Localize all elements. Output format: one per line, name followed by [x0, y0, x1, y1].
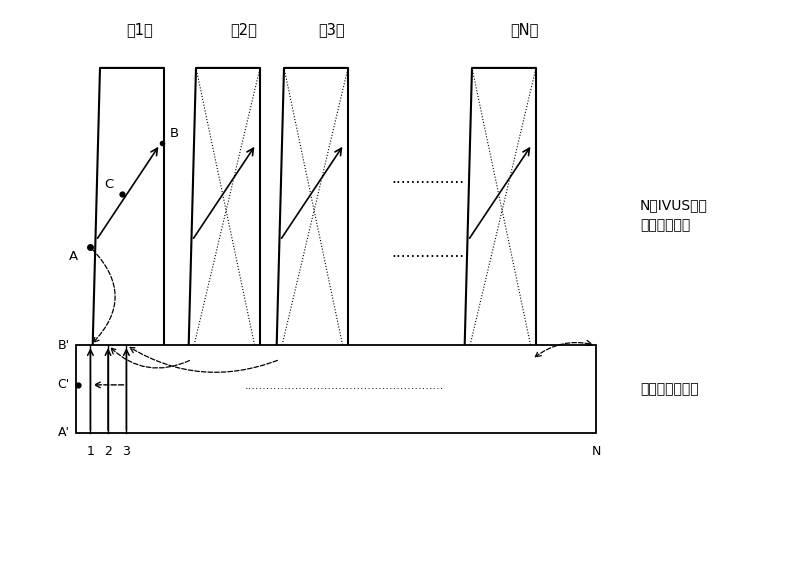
Text: A: A [70, 250, 78, 263]
Text: A': A' [58, 427, 70, 439]
Text: B: B [170, 127, 178, 140]
Text: 3: 3 [122, 445, 130, 458]
FancyArrowPatch shape [111, 348, 190, 368]
FancyArrowPatch shape [130, 348, 278, 372]
Text: ·······················································: ········································… [244, 384, 444, 395]
Text: 生成的长轴影像: 生成的长轴影像 [640, 382, 698, 396]
Text: C': C' [58, 379, 70, 391]
Bar [76, 345, 596, 433]
FancyArrowPatch shape [535, 340, 592, 357]
Text: 第1帧: 第1帧 [126, 22, 154, 37]
Text: B': B' [58, 339, 70, 351]
FancyArrowPatch shape [92, 250, 115, 342]
Text: 1: 1 [86, 445, 94, 458]
Text: 第3帧: 第3帧 [318, 22, 346, 37]
Text: C: C [104, 178, 114, 191]
Text: 第2帧: 第2帧 [230, 22, 258, 37]
Text: ···············: ··············· [391, 177, 465, 191]
Text: ···············: ··············· [391, 250, 465, 265]
Text: N帧IVUS影像
顺序对齐排列: N帧IVUS影像 顺序对齐排列 [640, 198, 708, 233]
Text: N: N [591, 445, 601, 458]
Text: 2: 2 [104, 445, 112, 458]
Text: 第N帧: 第N帧 [510, 22, 538, 37]
